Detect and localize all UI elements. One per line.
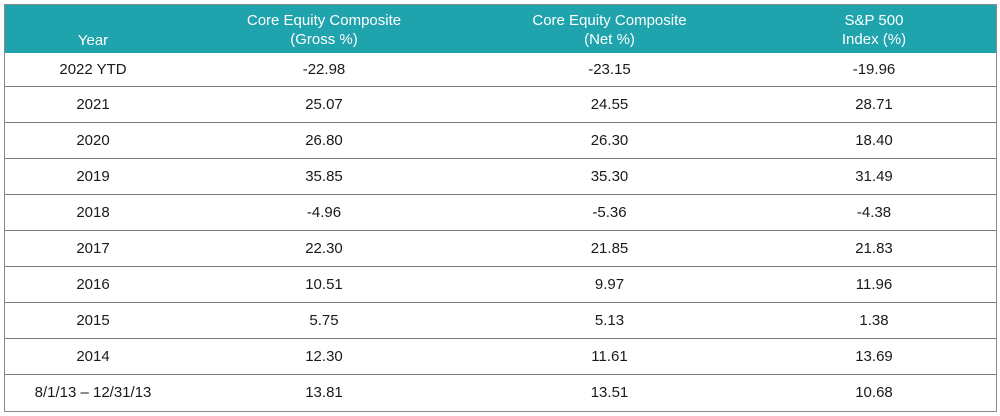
table-row: 2022 YTD -22.98 -23.15 -19.96 — [5, 53, 996, 86]
cell-year: 2017 — [76, 239, 110, 257]
cell-gross: 25.07 — [305, 95, 343, 113]
cell-year: 8/1/13 – 12/31/13 — [34, 383, 152, 401]
header-spx-line-2: Index (%) — [841, 31, 907, 48]
cell-spx: -19.96 — [852, 60, 896, 78]
cell-spx: 18.40 — [855, 131, 893, 149]
cell-spx: 11.96 — [855, 275, 893, 293]
cell-year: 2022 YTD — [59, 60, 127, 78]
cell-gross: 12.30 — [305, 347, 343, 365]
cell-spx: 28.71 — [855, 95, 893, 113]
cell-net: 21.85 — [590, 239, 629, 257]
cell-year: 2018 — [76, 203, 110, 221]
cell-gross: 35.85 — [305, 167, 343, 185]
cell-spx: 10.68 — [855, 383, 893, 401]
table-row: 2014 12.30 11.61 13.69 — [5, 338, 996, 374]
cell-spx: 13.69 — [855, 347, 893, 365]
cell-year: 2015 — [76, 311, 110, 329]
cell-gross: 10.51 — [305, 275, 343, 293]
cell-spx: 21.83 — [855, 239, 893, 257]
cell-net: 11.61 — [591, 347, 628, 365]
header-gross-line-1: Core Equity Composite — [246, 12, 402, 29]
cell-year: 2020 — [76, 131, 110, 149]
header-gross-line-2: (Gross %) — [290, 31, 358, 48]
table-row: 2020 26.80 26.30 18.40 — [5, 122, 996, 158]
cell-spx: 1.38 — [859, 311, 889, 329]
returns-table-container: Year Core Equity Composite (Gross %) Cor… — [4, 4, 997, 412]
cell-year: 2016 — [76, 275, 110, 293]
cell-year: 2021 — [76, 95, 110, 113]
returns-table: Year Core Equity Composite (Gross %) Cor… — [5, 5, 996, 410]
cell-net: 13.51 — [590, 383, 629, 401]
cell-gross: -22.98 — [302, 60, 346, 78]
table-row: 2017 22.30 21.85 21.83 — [5, 230, 996, 266]
cell-net: 5.13 — [594, 311, 625, 329]
cell-year: 2019 — [76, 167, 110, 185]
table-row: 2016 10.51 9.97 11.96 — [5, 266, 996, 302]
header-year: Year — [5, 5, 181, 53]
header-spx-line-1: S&P 500 — [844, 12, 904, 29]
header-year-label: Year — [77, 32, 109, 49]
header-gross: Core Equity Composite (Gross %) — [181, 5, 467, 53]
cell-gross: 22.30 — [305, 239, 343, 257]
cell-gross: 5.75 — [309, 311, 339, 329]
cell-net: 9.97 — [594, 275, 625, 293]
cell-year: 2014 — [76, 347, 110, 365]
table-row: 8/1/13 – 12/31/13 13.81 13.51 10.68 — [5, 374, 996, 410]
header-net: Core Equity Composite (Net %) — [467, 5, 752, 53]
table-row: 2018 -4.96 -5.36 -4.38 — [5, 194, 996, 230]
header-net-line-2: (Net %) — [584, 31, 635, 48]
cell-spx: 31.49 — [855, 167, 893, 185]
cell-net: -5.36 — [592, 203, 627, 221]
cell-net: 35.30 — [590, 167, 629, 185]
cell-net: 26.30 — [590, 131, 629, 149]
cell-net: 24.55 — [590, 95, 629, 113]
table-row: 2019 35.85 35.30 31.49 — [5, 158, 996, 194]
header-spx: S&P 500 Index (%) — [752, 5, 996, 53]
header-net-line-1: Core Equity Composite — [532, 12, 687, 29]
cell-spx: -4.38 — [856, 203, 892, 221]
cell-gross: 26.80 — [305, 131, 343, 149]
table-header-row: Year Core Equity Composite (Gross %) Cor… — [5, 5, 996, 53]
table-row: 2021 25.07 24.55 28.71 — [5, 86, 996, 122]
cell-net: -23.15 — [588, 60, 631, 78]
cell-gross: 13.81 — [305, 383, 343, 401]
cell-gross: -4.96 — [306, 203, 342, 221]
table-row: 2015 5.75 5.13 1.38 — [5, 302, 996, 338]
